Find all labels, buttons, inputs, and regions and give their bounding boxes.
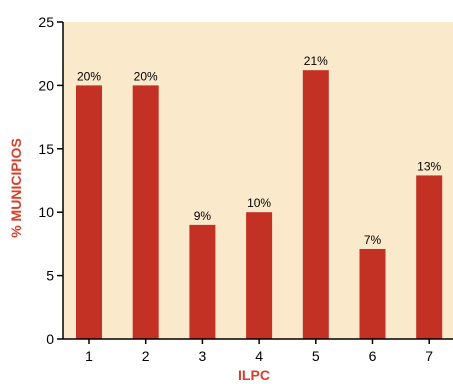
y-ticks: 0 5 10 15 20 25 bbox=[38, 14, 63, 347]
y-tick-label: 15 bbox=[38, 141, 54, 157]
x-tick-label: 1 bbox=[85, 348, 93, 364]
x-tick-label: 4 bbox=[255, 348, 263, 364]
bar bbox=[416, 175, 443, 339]
data-labels: 20% 20% 9% 10% 21% 7% 13% bbox=[77, 54, 442, 247]
bar-value-label: 9% bbox=[194, 209, 212, 223]
bar-value-label: 20% bbox=[77, 69, 101, 83]
x-tick-label: 3 bbox=[199, 348, 207, 364]
bar-value-label: 21% bbox=[304, 54, 328, 68]
x-tick-label: 2 bbox=[142, 348, 150, 364]
y-tick-label: 5 bbox=[46, 268, 54, 284]
x-tick-label: 6 bbox=[369, 348, 377, 364]
x-axis-title: ILPC bbox=[238, 367, 270, 383]
bar bbox=[246, 212, 273, 339]
y-tick-label: 10 bbox=[38, 204, 54, 220]
bar bbox=[76, 85, 102, 340]
y-tick-label: 25 bbox=[38, 14, 54, 30]
bar bbox=[359, 248, 386, 339]
x-tick-label: 5 bbox=[312, 348, 320, 364]
x-tick-label: 7 bbox=[425, 348, 433, 364]
y-tick-label: 0 bbox=[46, 331, 54, 347]
bar bbox=[132, 85, 159, 340]
bar bbox=[302, 70, 329, 340]
bar-value-label: 10% bbox=[247, 196, 271, 210]
bar-value-label: 20% bbox=[134, 69, 158, 83]
bar bbox=[189, 224, 216, 339]
bars bbox=[76, 70, 443, 340]
y-axis-title: % MUNICIPIOS bbox=[8, 138, 24, 238]
bar-value-label: 13% bbox=[417, 159, 441, 173]
y-tick-label: 20 bbox=[38, 77, 54, 93]
x-ticks: 1 2 3 4 5 6 7 bbox=[85, 339, 433, 364]
bar-value-label: 7% bbox=[364, 233, 382, 247]
